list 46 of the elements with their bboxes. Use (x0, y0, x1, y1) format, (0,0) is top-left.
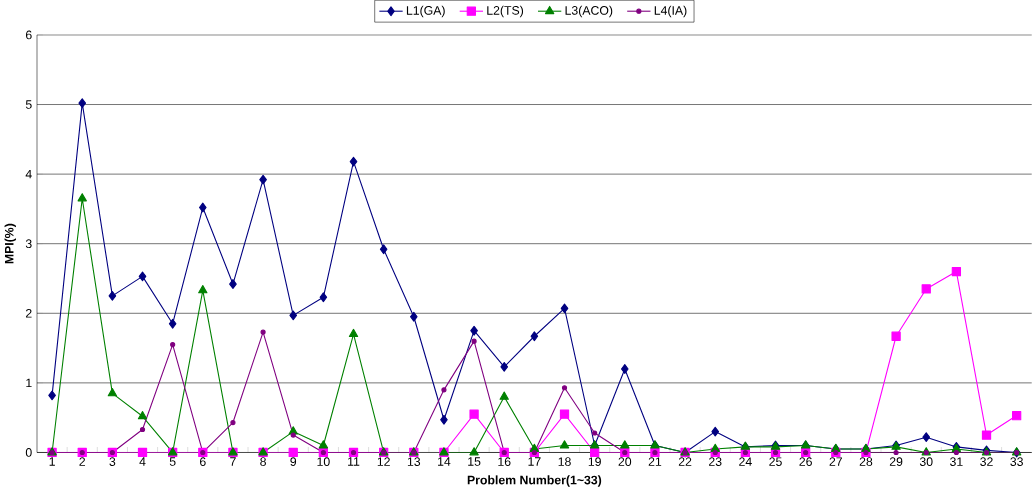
x-tick-label: 3 (109, 457, 116, 466)
x-tick-label: 13 (407, 457, 421, 466)
x-axis-title: Problem Number(1~33) (467, 475, 602, 487)
x-tick-label: 14 (438, 457, 451, 466)
legend-label: L3(ACO) (565, 5, 613, 17)
x-tick-label: 8 (260, 457, 266, 466)
legend-label: L4(IA) (654, 5, 687, 17)
legend-label: L1(GA) (406, 5, 445, 17)
y-tick-label: 3 (25, 239, 32, 248)
y-tick-label: 1 (26, 378, 32, 387)
y-tick-label: 2 (25, 308, 32, 318)
y-tick-label: 4 (25, 169, 32, 179)
x-tick-label: 16 (498, 457, 511, 466)
x-tick-label: 28 (859, 457, 873, 466)
x-tick-label: 10 (317, 457, 330, 466)
x-tick-label: 23 (709, 457, 722, 466)
y-tick-label: 5 (25, 100, 32, 109)
x-tick-label: 30 (919, 457, 933, 466)
x-tick-label: 24 (739, 457, 752, 466)
x-tick-label: 6 (200, 457, 206, 466)
x-tick-label: 26 (799, 457, 812, 466)
x-tick-label: 17 (528, 457, 541, 466)
legend-label: L2(TS) (487, 5, 524, 17)
y-axis-title: MPI(%) (4, 223, 16, 264)
x-tick-label: 1 (49, 457, 55, 466)
x-tick-label: 9 (290, 457, 297, 466)
x-tick-label: 20 (618, 457, 632, 466)
x-tick-label: 25 (769, 457, 782, 466)
x-tick-label: 7 (230, 457, 236, 466)
x-tick-label: 2 (79, 457, 86, 466)
x-tick-label: 33 (1010, 457, 1023, 466)
x-tick-label: 29 (889, 457, 903, 466)
x-tick-label: 11 (348, 457, 360, 466)
x-tick-label: 22 (678, 457, 692, 466)
x-tick-label: 12 (377, 457, 390, 466)
x-tick-label: 21 (648, 457, 662, 466)
y-tick-label: 0 (25, 447, 32, 457)
x-tick-label: 18 (558, 457, 571, 466)
x-tick-label: 32 (980, 457, 993, 466)
x-tick-label: 27 (829, 457, 843, 466)
x-tick-label: 15 (468, 457, 481, 466)
y-tick-label: 6 (25, 30, 32, 40)
x-tick-label: 4 (139, 457, 146, 466)
x-tick-label: 19 (588, 457, 601, 466)
x-tick-label: 5 (169, 457, 176, 466)
x-tick-label: 31 (950, 457, 963, 466)
